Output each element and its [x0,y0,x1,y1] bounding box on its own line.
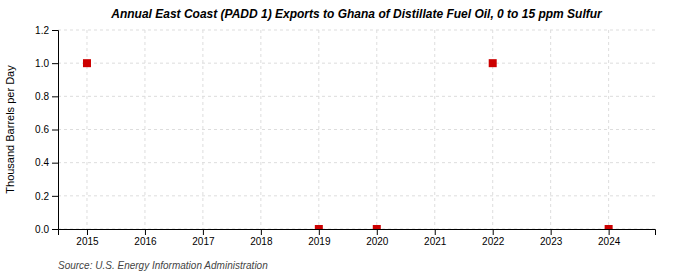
plot: 2015 2016 2017 2018 2019 2020 2021 2022 2023 2024… [35,25,655,247]
title: Annual East Coast (PADD 1) Exports to Gh… [110,7,603,21]
grid-line [434,30,435,229]
tick: 1.0 [35,58,58,69]
grid-line [58,30,655,31]
tick: 2022 [482,229,505,247]
tick-label: 2016 [134,236,157,247]
tick: 2015 [76,229,99,247]
tick: 2021 [424,229,447,247]
x-axis: 2015 2016 2017 2018 2019 2020 2021 2022 2023 2024 [59,229,656,247]
tick-mark [551,229,552,235]
y-axis-label: Thousand Barrels per Day [4,65,16,194]
grid [58,30,655,229]
tick: 2018 [250,229,273,247]
tick-label: 1.0 [35,58,49,69]
tick-mark [52,130,58,131]
tick-mark [87,229,88,235]
grid-line [58,96,655,97]
y-axis: 0.0 0.2 0.4 0.6 0.8 1.0 1.2 [35,25,58,235]
tick-mark [52,30,58,31]
tick-label: 2020 [366,236,389,247]
point [315,225,323,229]
point [605,225,613,229]
tick: 0.0 [35,224,58,235]
grid-line [58,129,655,130]
tick-mark [435,229,436,235]
grid-line [58,195,655,196]
point [489,59,497,67]
axis-line [59,230,656,236]
grid-line [58,162,655,163]
tick-label: 2019 [308,236,331,247]
tick-mark [377,229,378,235]
grid-line [58,63,655,64]
tick-label: 1.2 [35,25,49,36]
tick: 2023 [540,229,563,247]
tick-label: 2024 [598,236,621,247]
tick: 2024 [598,229,621,247]
tick: 0.2 [35,191,58,202]
tick-label: 2017 [192,236,215,247]
tick-label: 0.6 [35,124,49,135]
tick: 1.2 [35,25,58,36]
grid-line [260,30,261,229]
points [83,59,613,229]
tick: 0.8 [35,91,58,102]
tick-label: 2022 [482,236,505,247]
axis-line [52,31,59,230]
tick-mark [203,229,204,235]
tick-label: 0.4 [35,157,49,168]
tick: 0.4 [35,157,58,168]
tick-mark [145,229,146,235]
tick: 2019 [308,229,331,247]
source-note: Source: U.S. Energy Information Administ… [58,260,268,271]
tick-mark [493,229,494,235]
tick: 2016 [134,229,157,247]
tick-label: 0.2 [35,191,49,202]
tick-mark [52,229,58,230]
tick: 0.6 [35,124,58,135]
tick-mark [52,63,58,64]
tick-label: 0.0 [35,224,49,235]
tick-label: 2021 [424,236,447,247]
tick-mark [261,229,262,235]
tick-mark [52,96,58,97]
tick-mark [319,229,320,235]
tick-label: 2015 [76,236,99,247]
grid-line [608,30,609,229]
tick-label: 2023 [540,236,563,247]
tick-label: 0.8 [35,91,49,102]
tick: 2017 [192,229,215,247]
tick: 2020 [366,229,389,247]
chart: 2015 2016 2017 2018 2019 2020 2021 2022 2023 2024… [0,0,675,275]
tick-mark [609,229,610,235]
tick-label: 2018 [250,236,273,247]
tick-mark [52,196,58,197]
point [83,59,91,67]
point [373,225,381,229]
tick-mark [52,163,58,164]
